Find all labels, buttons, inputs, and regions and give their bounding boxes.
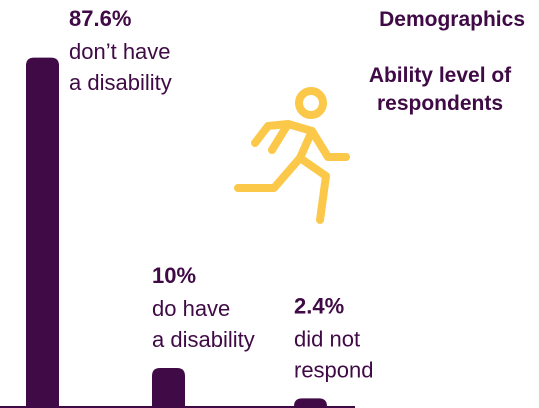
- category-label-3-line-2: respond: [294, 357, 374, 382]
- chart-subtitle: Ability level of respondents: [368, 64, 512, 115]
- category-label-2-line-1: do have: [152, 296, 230, 321]
- bar-3: [294, 398, 327, 408]
- category-label-3-line-1: did not: [294, 326, 360, 351]
- value-label-2: 10%: [152, 263, 196, 288]
- category-label-2-line-2: a disability: [152, 327, 255, 352]
- bar-2: [152, 368, 185, 408]
- running-person-icon: [234, 87, 350, 224]
- value-label-3: 2.4%: [294, 293, 344, 318]
- bar-1: [26, 57, 59, 408]
- category-label-1-line-2: a disability: [69, 70, 172, 95]
- chart-title: Demographics: [379, 8, 525, 31]
- category-label-1-line-1: don’t have: [69, 39, 171, 64]
- value-label-1: 87.6%: [69, 6, 131, 31]
